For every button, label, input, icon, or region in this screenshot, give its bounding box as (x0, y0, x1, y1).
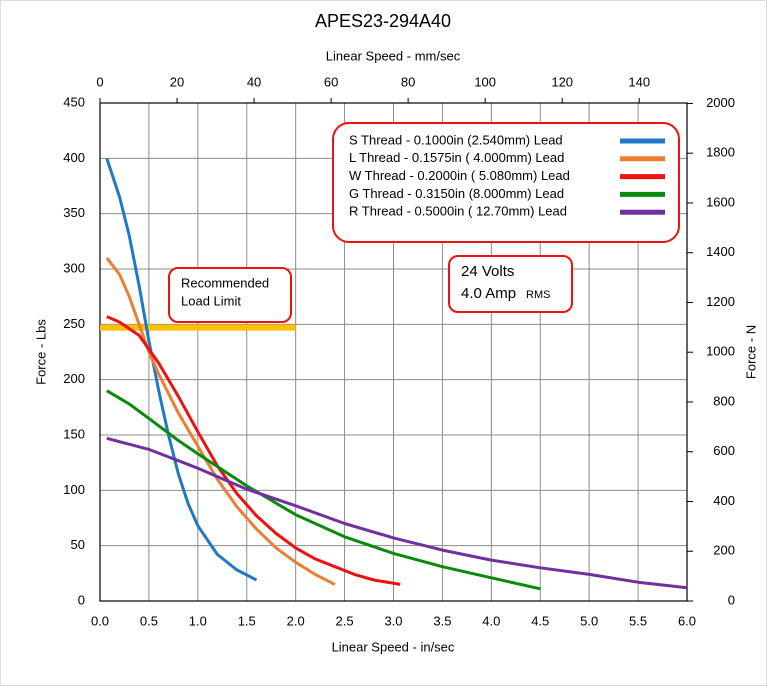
annotation-text: 24 Volts (461, 263, 514, 280)
y-tick-label: 300 (63, 260, 85, 275)
y2-tick-label: 1800 (706, 145, 735, 160)
y2-tick-label: 0 (728, 592, 735, 607)
x-tick-label: 3.5 (433, 613, 451, 628)
annotation-text: Recommended (181, 275, 269, 290)
y-tick-label: 0 (78, 592, 85, 607)
y-tick-label: 400 (63, 150, 85, 165)
x-tick-label: 1.0 (189, 613, 207, 628)
y2-tick-label: 600 (713, 443, 735, 458)
x2-axis-label: Linear Speed - mm/sec (326, 48, 461, 63)
series-line (106, 389, 541, 591)
x-tick-label: 0.0 (91, 613, 109, 628)
x-axis-label: Linear Speed - in/sec (332, 639, 455, 654)
x-tick-label: 3.0 (384, 613, 402, 628)
y2-tick-label: 200 (713, 543, 735, 558)
x2-tick-label: 140 (628, 74, 650, 89)
y-tick-label: 100 (63, 482, 85, 497)
y-tick-label: 250 (63, 316, 85, 331)
y-tick-label: 150 (63, 426, 85, 441)
legend-label: G Thread - 0.3150in (8.000mm) Lead (349, 186, 564, 201)
annotation-text: RMS (526, 289, 550, 301)
x2-tick-label: 40 (247, 74, 261, 89)
x-tick-label: 0.5 (140, 613, 158, 628)
annotation-box (168, 267, 292, 323)
legend-label: W Thread - 0.2000in ( 5.080mm) Lead (349, 168, 570, 183)
y-tick-label: 450 (63, 94, 85, 109)
x2-tick-label: 80 (401, 74, 415, 89)
y2-tick-label: 1400 (706, 244, 735, 259)
x2-tick-label: 0 (96, 74, 103, 89)
legend-label: R Thread - 0.5000in ( 12.70mm) Lead (349, 204, 567, 219)
x-tick-label: 1.5 (238, 613, 256, 628)
y-tick-label: 200 (63, 371, 85, 386)
y-axis-label: Force - Lbs (33, 319, 48, 385)
annotation-box (448, 255, 573, 313)
legend-box (332, 122, 680, 243)
x2-tick-label: 100 (474, 74, 496, 89)
x2-tick-label: 20 (170, 74, 184, 89)
series-line (105, 256, 336, 586)
x-tick-label: 2.5 (336, 613, 354, 628)
y2-tick-label: 1600 (706, 194, 735, 209)
y2-tick-label: 2000 (706, 95, 735, 110)
x2-tick-label: 120 (551, 74, 573, 89)
legend-label: S Thread - 0.1000in (2.540mm) Lead (349, 132, 563, 147)
y2-tick-label: 1000 (706, 344, 735, 359)
x-tick-label: 2.0 (287, 613, 305, 628)
y2-tick-label: 800 (713, 393, 735, 408)
y2-tick-label: 400 (713, 493, 735, 508)
x-tick-label: 6.0 (678, 613, 696, 628)
y2-axis-label: Force - N (743, 325, 758, 379)
x-tick-label: 5.0 (580, 613, 598, 628)
y-tick-label: 50 (71, 537, 85, 552)
series-line (106, 436, 688, 590)
y2-tick-label: 1200 (706, 294, 735, 309)
annotation-text: 4.0 Amp (461, 285, 516, 302)
y-tick-label: 350 (63, 205, 85, 220)
plot-frame (99, 102, 688, 602)
series-line (106, 315, 401, 586)
chart-title: APES23-294A40 (315, 11, 451, 31)
x-tick-label: 4.0 (482, 613, 500, 628)
x2-tick-label: 60 (324, 74, 338, 89)
x-tick-label: 4.5 (531, 613, 549, 628)
legend-label: L Thread - 0.1575in ( 4.000mm) Lead (349, 150, 564, 165)
x-tick-label: 5.5 (629, 613, 647, 628)
annotation-text: Load Limit (181, 293, 241, 308)
